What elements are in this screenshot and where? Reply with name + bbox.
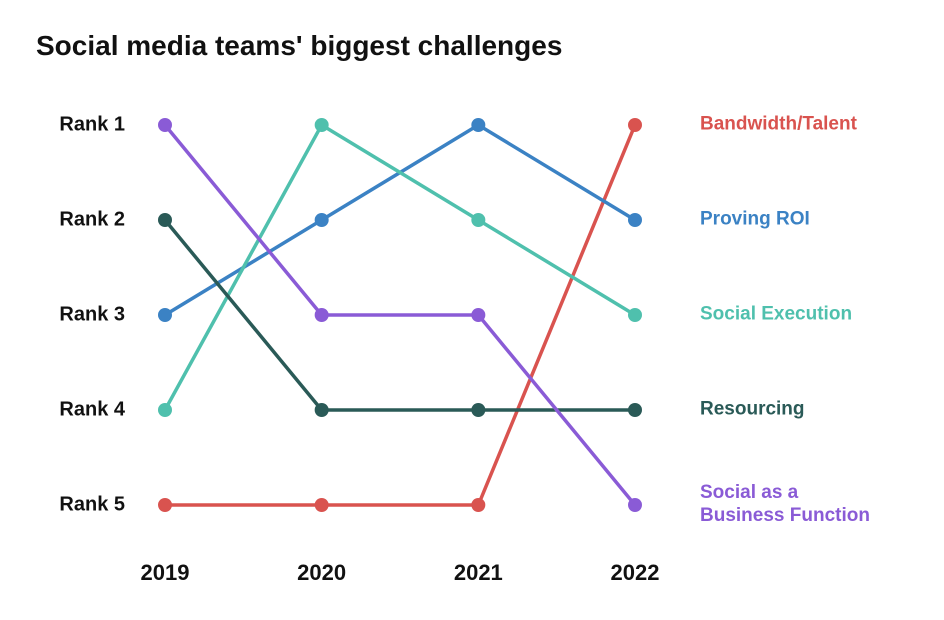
chart-container: Social media teams' biggest challenges R… xyxy=(0,0,944,620)
x-tick-label: 2019 xyxy=(141,560,190,586)
legend-label: Resourcing xyxy=(700,399,805,422)
chart-title: Social media teams' biggest challenges xyxy=(36,30,562,62)
y-tick-label: Rank 3 xyxy=(59,304,125,327)
x-tick-label: 2021 xyxy=(454,560,503,586)
y-tick-label: Rank 1 xyxy=(59,114,125,137)
legend-label: Social as a Business Function xyxy=(700,482,870,528)
y-tick-label: Rank 5 xyxy=(59,494,125,517)
y-tick-label: Rank 4 xyxy=(59,399,125,422)
y-tick-label: Rank 2 xyxy=(59,209,125,232)
x-tick-label: 2022 xyxy=(611,560,660,586)
series-social-execution xyxy=(158,118,642,417)
chart-plot xyxy=(145,115,655,515)
legend-label: Proving ROI xyxy=(700,209,810,232)
legend-label: Social Execution xyxy=(700,304,852,327)
legend-label: Bandwidth/Talent xyxy=(700,114,857,137)
series-social-as-a-business-function xyxy=(158,118,642,512)
x-tick-label: 2020 xyxy=(297,560,346,586)
